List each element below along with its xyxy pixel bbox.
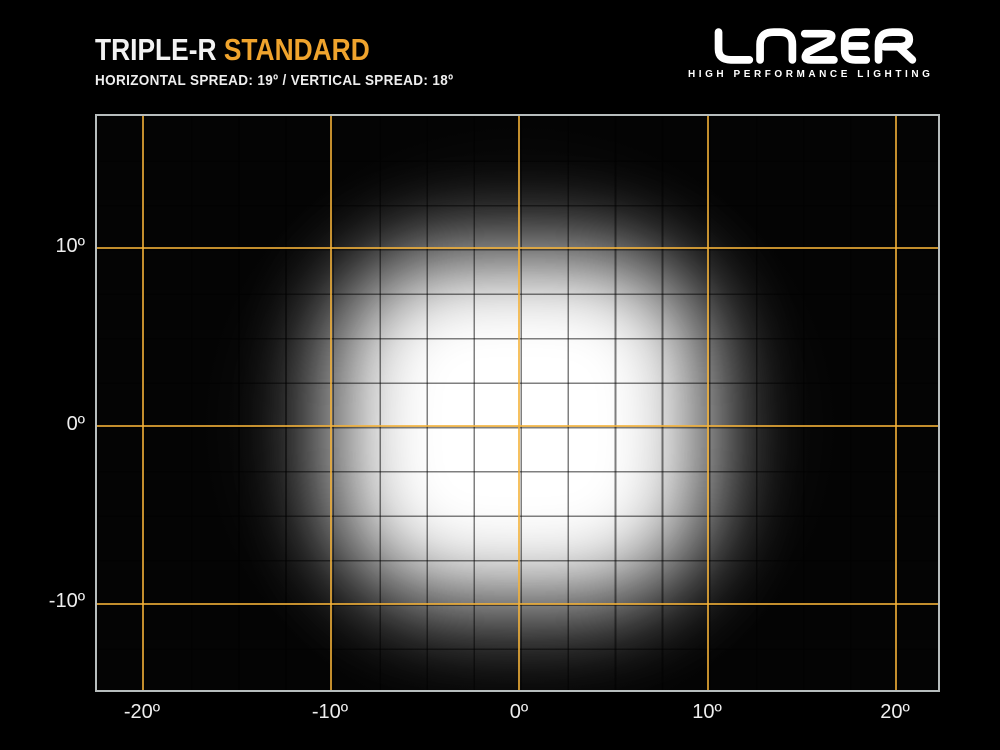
page-title: TRIPLE-R STANDARD	[95, 32, 370, 68]
major-gridline-h-10	[97, 247, 938, 249]
x-tick-0: 0º	[509, 701, 529, 723]
logo-tagline: HIGH PERFORMANCE LIGHTING	[688, 69, 934, 80]
product-variant: STANDARD	[223, 32, 370, 67]
major-gridline-h-neg10	[97, 603, 938, 605]
minor-gridlines	[97, 116, 938, 690]
x-tick-neg20: -20º	[123, 701, 161, 723]
y-tick-0: 0º	[66, 413, 85, 435]
major-gridline-v-10	[707, 116, 709, 690]
x-tick-20: 20º	[880, 701, 910, 723]
major-gridline-v-neg10	[330, 116, 332, 690]
lazer-logo: LAZER HIGH PERFORMANCE LIGHTING	[688, 26, 946, 80]
major-gridline-v-0	[518, 116, 520, 690]
x-tick-10: 10º	[692, 701, 722, 723]
lazer-wordmark-icon	[714, 28, 917, 64]
major-gridline-h-0	[97, 425, 938, 427]
y-tick-neg10: -10º	[48, 590, 85, 612]
major-gridline-v-neg20	[142, 116, 144, 690]
spread-subtitle: HORIZONTAL SPREAD: 19º / VERTICAL SPREAD…	[95, 72, 454, 89]
beam-chart	[95, 114, 940, 692]
y-tick-10: 10º	[55, 235, 85, 257]
product-name: TRIPLE-R	[95, 32, 217, 67]
major-gridline-v-20	[895, 116, 897, 690]
x-tick-neg10: -10º	[311, 701, 349, 723]
